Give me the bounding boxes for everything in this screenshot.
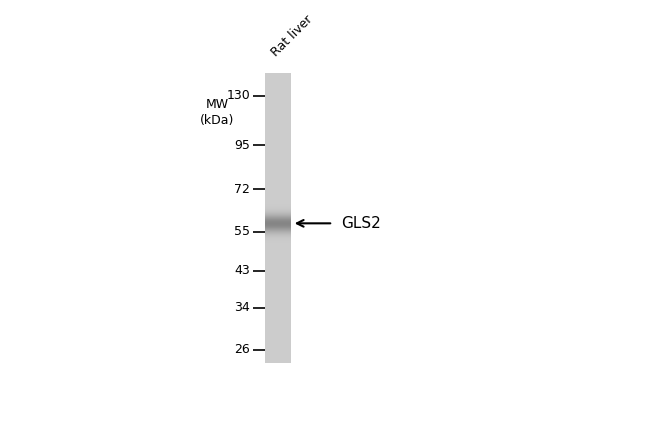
Text: GLS2: GLS2: [341, 216, 380, 231]
Text: Rat liver: Rat liver: [268, 13, 315, 59]
Text: 55: 55: [234, 225, 250, 238]
Text: 26: 26: [234, 344, 250, 357]
Text: 34: 34: [234, 301, 250, 314]
Text: 72: 72: [234, 183, 250, 196]
Text: 95: 95: [234, 139, 250, 152]
Text: 43: 43: [234, 264, 250, 277]
Text: MW
(kDa): MW (kDa): [200, 98, 235, 127]
Text: 130: 130: [226, 89, 250, 103]
